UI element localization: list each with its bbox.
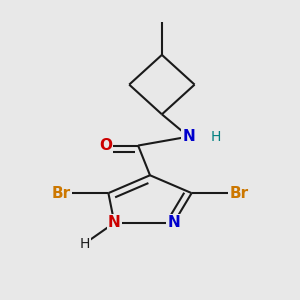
Text: N: N [182,129,195,144]
Text: Br: Br [51,186,70,201]
Text: O: O [99,138,112,153]
Text: H: H [80,237,90,250]
Text: N: N [108,215,121,230]
Text: H: H [210,130,220,144]
Text: Br: Br [230,186,249,201]
Text: N: N [167,215,180,230]
